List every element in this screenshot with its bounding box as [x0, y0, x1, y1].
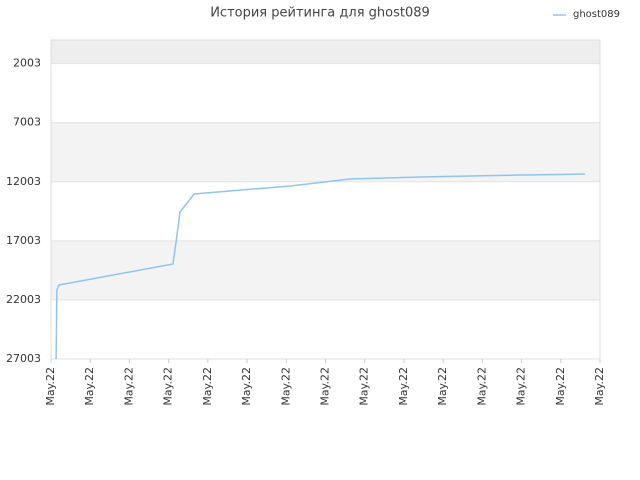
y-tick-label: 17003 — [6, 234, 41, 247]
y-tick-label: 27003 — [6, 352, 41, 365]
legend-label: ghost089 — [573, 9, 620, 20]
y-tick-label: 22003 — [6, 293, 41, 306]
x-tick-label: May.22 — [515, 367, 528, 406]
y-tick-label: 7003 — [13, 116, 41, 129]
plot-frame — [50, 39, 601, 360]
x-tick-label: May.22 — [358, 367, 371, 406]
x-tick-label: May.22 — [319, 367, 332, 406]
x-tick-label: May.22 — [162, 367, 175, 406]
x-tick-label: May.22 — [436, 367, 449, 406]
x-tick-label: May.22 — [122, 367, 135, 406]
x-tick-label: May.22 — [44, 367, 57, 406]
x-tick-label: May.22 — [554, 367, 567, 406]
x-tick-label: May.22 — [397, 367, 410, 406]
y-tick-label: 2003 — [13, 57, 41, 70]
x-tick-label: May.22 — [279, 367, 292, 406]
grid-band — [51, 40, 600, 64]
y-tick-label: 12003 — [6, 175, 41, 188]
x-tick-label: May.22 — [201, 367, 214, 406]
chart-title: История рейтинга для ghost089 — [210, 6, 430, 21]
x-tick-label: May.22 — [475, 367, 488, 406]
grid-band — [51, 122, 600, 182]
grid-band — [51, 240, 600, 300]
x-tick-label: May.22 — [83, 367, 96, 406]
x-tick-label: May.22 — [240, 367, 253, 406]
data-line — [55, 173, 586, 360]
x-tick-label: May.22 — [593, 367, 606, 406]
